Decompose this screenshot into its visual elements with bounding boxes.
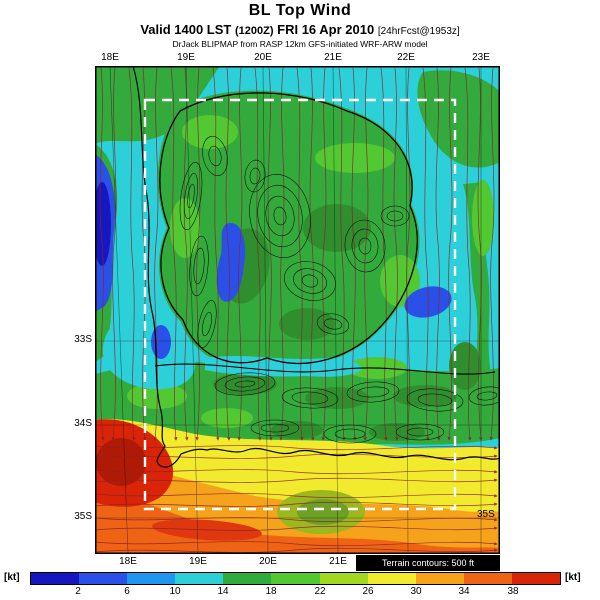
lat-label-left: 34S [74, 418, 92, 429]
lat-label-right: 35S [477, 509, 495, 520]
lon-label-bottom: 19E [189, 556, 207, 567]
lon-label-top: 20E [254, 52, 272, 63]
chart-header: BL Top Wind Valid 1400 LST (1200Z) FRI 1… [0, 2, 600, 49]
colorbar-tick: 26 [362, 586, 374, 597]
colorbar-tick: 6 [124, 586, 130, 597]
colorbar-segment [271, 573, 320, 584]
colorbar-tick: 30 [410, 586, 422, 597]
colorbar-unit-right: [kt] [565, 572, 581, 583]
colorbar-segment [79, 573, 128, 584]
colorbar-tick: 22 [314, 586, 326, 597]
colorbar-segment [31, 573, 80, 584]
lon-label-bottom: 20E [259, 556, 277, 567]
colorbar-segment [463, 573, 512, 584]
colorbar-unit-left: [kt] [4, 572, 20, 583]
valid-date: FRI 16 Apr 2010 [277, 22, 375, 37]
colorbar-tick: 34 [458, 586, 470, 597]
colorbar-segment [175, 573, 224, 584]
map-frame [95, 66, 500, 554]
coastline [132, 66, 500, 468]
colorbar-tick: 18 [265, 586, 277, 597]
valid-time: Valid 1400 LST [140, 22, 232, 37]
chart-title: BL Top Wind [248, 2, 352, 19]
bold-terrain-contour [154, 363, 496, 375]
lon-label-bottom: 21E [329, 556, 347, 567]
colorbar-segment [415, 573, 464, 584]
model-line: DrJack BLIPMAP from RASP 12km GFS-initia… [172, 39, 428, 49]
bold-terrain-contour [159, 92, 418, 365]
colorbar-tick: 10 [169, 586, 181, 597]
inner-domain-box [143, 98, 457, 511]
colorbar-segment [319, 573, 368, 584]
colorbar-segment [223, 573, 272, 584]
lon-label-top: 23E [472, 52, 490, 63]
colorbar-tick: 14 [217, 586, 229, 597]
colorbar-segment [367, 573, 416, 584]
lon-label-top: 22E [397, 52, 415, 63]
valid-line: Valid 1400 LST (1200Z) FRI 16 Apr 2010 [… [0, 22, 600, 37]
valid-zulu: (1200Z) [234, 25, 274, 37]
lon-label-top: 18E [101, 52, 119, 63]
colorbar-tick: 38 [507, 586, 519, 597]
colorbar-segments [30, 572, 561, 585]
colorbar-tick: 2 [75, 586, 81, 597]
terrain-contour-note: Terrain contours: 500 ft [356, 555, 500, 571]
lat-label-left: 33S [74, 334, 92, 345]
colorbar-segment [511, 573, 561, 584]
lon-label-bottom: 18E [119, 556, 137, 567]
colorbar-segment [127, 573, 176, 584]
lon-label-top: 19E [177, 52, 195, 63]
lat-label-left: 35S [74, 511, 92, 522]
wind-map-plot [95, 66, 500, 554]
forecast-tag: [24hrFcst@1953z] [377, 26, 460, 37]
lon-label-top: 21E [324, 52, 342, 63]
